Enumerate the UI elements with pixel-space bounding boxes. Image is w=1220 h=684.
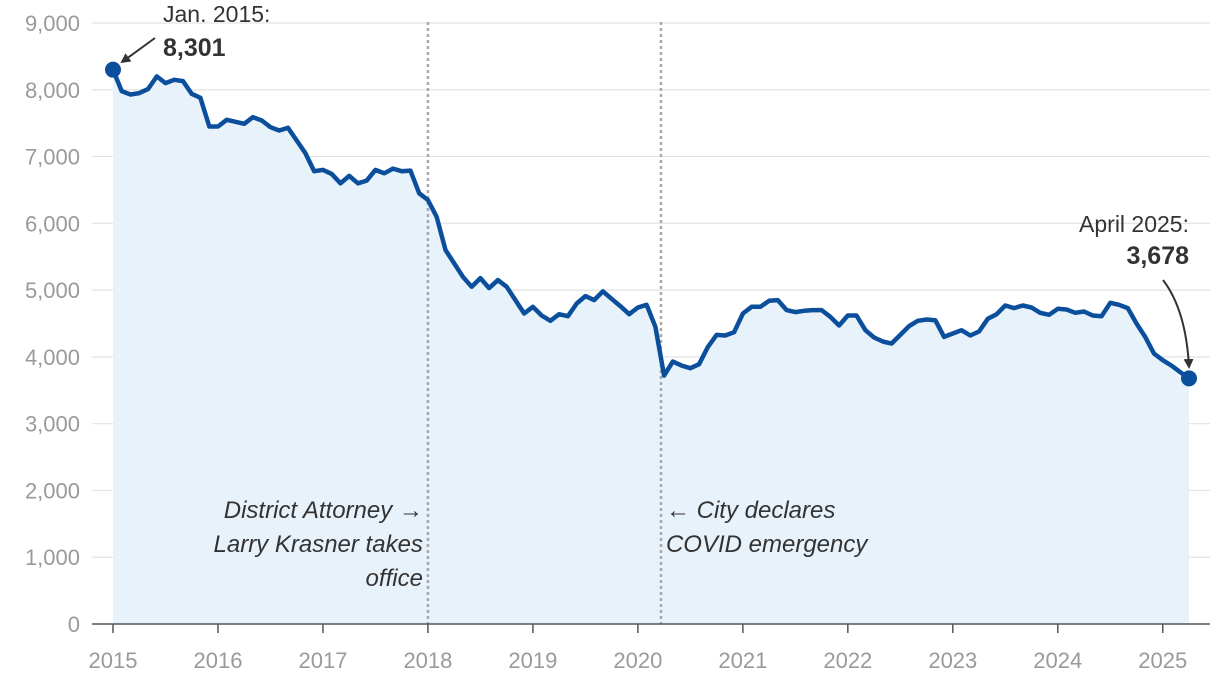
- x-tick-label: 2017: [298, 648, 347, 673]
- y-tick-label: 7,000: [25, 145, 80, 170]
- event-annotation-line: District Attorney →: [224, 497, 423, 524]
- callout-label-start: Jan. 2015:: [163, 1, 270, 27]
- x-tick-label: 2019: [508, 648, 557, 673]
- callout-point-end: [1181, 370, 1197, 387]
- y-tick-label: 8,000: [25, 78, 80, 103]
- series-line: [110, 67, 1192, 381]
- y-tick-label: 4,000: [25, 345, 80, 370]
- series-area: [113, 69, 1189, 624]
- vline-layer: [426, 22, 663, 624]
- event-annotation-line: office: [366, 565, 423, 592]
- y-tick-label: 9,000: [25, 11, 80, 36]
- x-tick-label: 2016: [193, 648, 242, 673]
- x-tick-label: 2025: [1138, 648, 1187, 673]
- x-tick-label: 2023: [928, 648, 977, 673]
- callout-label-end: April 2025:: [1079, 211, 1189, 237]
- line-layer: [105, 61, 1197, 387]
- event-annotation-line: ← City declares: [666, 497, 835, 524]
- event-annotation-line: Larry Krasner takes: [214, 531, 423, 558]
- x-tick-label: 2020: [613, 648, 662, 673]
- callout-value-end: 3,678: [1126, 242, 1189, 270]
- y-tick-label: 3,000: [25, 412, 80, 437]
- y-tick-label: 1,000: [25, 545, 80, 570]
- y-tick-label: 5,000: [25, 278, 80, 303]
- callout-arrow-start: [120, 37, 156, 64]
- axis-layer: 0 1,000 2,000 3,000 4,000 5,000 6,000 7,000 8,00…: [25, 11, 1210, 673]
- x-tick-label: 2021: [718, 648, 767, 673]
- y-tick-label: 0: [68, 612, 80, 637]
- callout-point-start: [105, 61, 121, 78]
- annot-layer: District Attorney → Larry Krasner takes of…: [120, 1, 1194, 592]
- callout-arrow-end: [1162, 279, 1194, 369]
- area-layer: [113, 69, 1189, 624]
- y-tick-label: 2,000: [25, 478, 80, 503]
- y-tick-label: 6,000: [25, 211, 80, 236]
- x-tick-label: 2022: [823, 648, 872, 673]
- x-tick-label: 2024: [1033, 648, 1082, 673]
- event-annotation-line: COVID emergency: [666, 531, 869, 558]
- x-tick-label: 2018: [403, 648, 452, 673]
- x-tick-label: 2015: [89, 648, 138, 673]
- callout-value-start: 8,301: [163, 34, 226, 62]
